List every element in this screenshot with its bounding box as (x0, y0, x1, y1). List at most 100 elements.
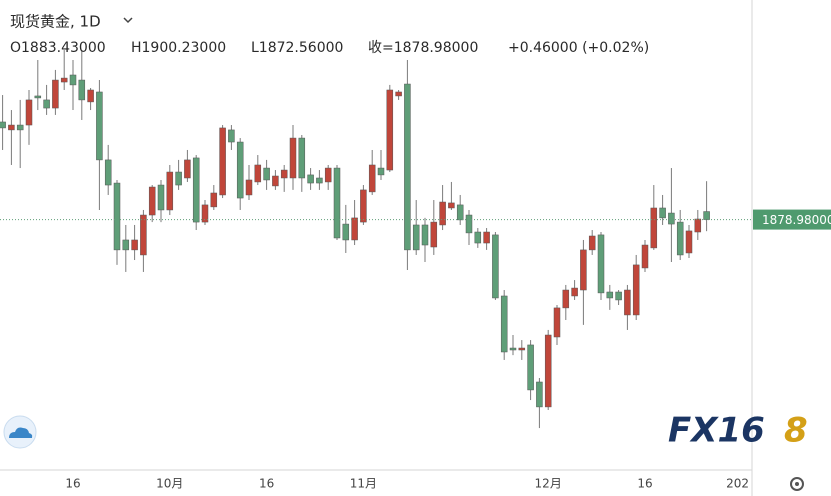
candle-body (421, 224, 429, 246)
candle-body (615, 291, 622, 301)
candle-body (553, 307, 561, 338)
candle-body (78, 79, 86, 101)
candle-body (641, 244, 649, 269)
cloud-button[interactable] (3, 415, 37, 449)
last-price-text: 1878.98000 (762, 213, 831, 227)
candle-body (456, 204, 464, 221)
candle-body (404, 83, 411, 251)
candle-body (439, 201, 446, 226)
candle-body (184, 159, 191, 179)
candle-body (412, 224, 420, 251)
x-tick-label: 11月 (350, 477, 377, 491)
low-label: L1872.56000 (251, 40, 343, 56)
candle-body (597, 234, 605, 294)
candle-body (562, 289, 570, 309)
candle-body (483, 231, 490, 244)
candle-body (430, 221, 438, 248)
candle-body (254, 164, 262, 183)
candle-body (386, 89, 394, 171)
candle-body (368, 164, 376, 193)
candle-body (272, 175, 279, 187)
candle-body (43, 99, 50, 109)
candle-body (192, 157, 200, 223)
interval-chevron[interactable] (123, 17, 133, 24)
candle-body (588, 235, 596, 251)
x-tick-label: 16 (259, 477, 274, 491)
last-price-tag (753, 209, 831, 230)
gear-center[interactable] (795, 482, 799, 486)
candle-body (632, 264, 640, 316)
candle-body (650, 207, 658, 249)
candle-body (395, 91, 402, 97)
candle-body (518, 347, 526, 351)
candle-body (131, 239, 138, 251)
watermark-logo: FX16 8 (668, 411, 808, 451)
candle-body (536, 381, 543, 408)
candle-body (289, 137, 297, 179)
candle-body (34, 95, 42, 99)
candle-body (298, 137, 306, 179)
candle-body (104, 159, 112, 186)
candle-body (245, 179, 253, 196)
x-tick-label: 16 (65, 477, 80, 491)
candle-body (60, 77, 68, 83)
high-label: H1900.23000 (131, 40, 226, 56)
candle-body (201, 204, 209, 223)
candle-body (25, 99, 33, 126)
candle-body (113, 182, 121, 251)
ohlc-header: O1883.43000 H1900.23000 L1872.56000 收=18… (10, 40, 649, 56)
close-label: 收=1878.98000 (368, 40, 478, 56)
candle-body (606, 291, 614, 299)
candle-body (157, 184, 165, 211)
candle-body (676, 221, 684, 256)
cloud-icon[interactable] (9, 427, 33, 439)
candle-body (474, 231, 482, 244)
candle-body (685, 230, 693, 254)
candle-body (166, 171, 174, 211)
candle-body (377, 167, 385, 176)
candle-body (360, 189, 367, 223)
x-tick-label: 202 (726, 477, 749, 491)
candle-body (87, 89, 94, 103)
candle-body (316, 177, 323, 184)
candle-body (96, 91, 103, 161)
candle-body (580, 249, 587, 291)
x-tick-label: 12月 (535, 477, 562, 491)
candle-body (69, 74, 77, 86)
candle-body (659, 207, 666, 219)
candle-body (175, 171, 182, 186)
candle-body (140, 214, 147, 256)
candle-body (219, 127, 226, 196)
candle-body (703, 211, 710, 220)
candle-body (351, 217, 358, 241)
candle-body (280, 169, 288, 179)
candle-body (544, 334, 552, 408)
candle-body (668, 212, 675, 225)
candle-body (571, 287, 578, 297)
candle-body (492, 234, 499, 299)
gear-icon[interactable] (790, 477, 804, 491)
candle-body (342, 223, 350, 241)
candle-body (509, 347, 517, 351)
candle-body (694, 218, 702, 233)
candle-body (210, 192, 218, 208)
x-tick-label: 10月 (156, 477, 183, 491)
plot-area (0, 50, 752, 429)
settings-button[interactable] (790, 477, 804, 491)
candle-body (624, 289, 631, 316)
candle-body (8, 124, 15, 131)
candle-body (228, 129, 235, 143)
logo-text: FX16 (668, 411, 765, 451)
candle-body (52, 79, 59, 109)
chart-title: 现货黄金, 1D (10, 13, 101, 31)
change-label: +0.46000 (+0.02%) (508, 40, 649, 56)
x-tick-label: 16 (637, 477, 652, 491)
candle-body (448, 202, 455, 209)
candle-body (307, 174, 314, 184)
candle-body (324, 167, 332, 183)
candle-body (236, 141, 244, 199)
logo-digit: 8 (784, 411, 808, 451)
candle-body (148, 186, 156, 216)
